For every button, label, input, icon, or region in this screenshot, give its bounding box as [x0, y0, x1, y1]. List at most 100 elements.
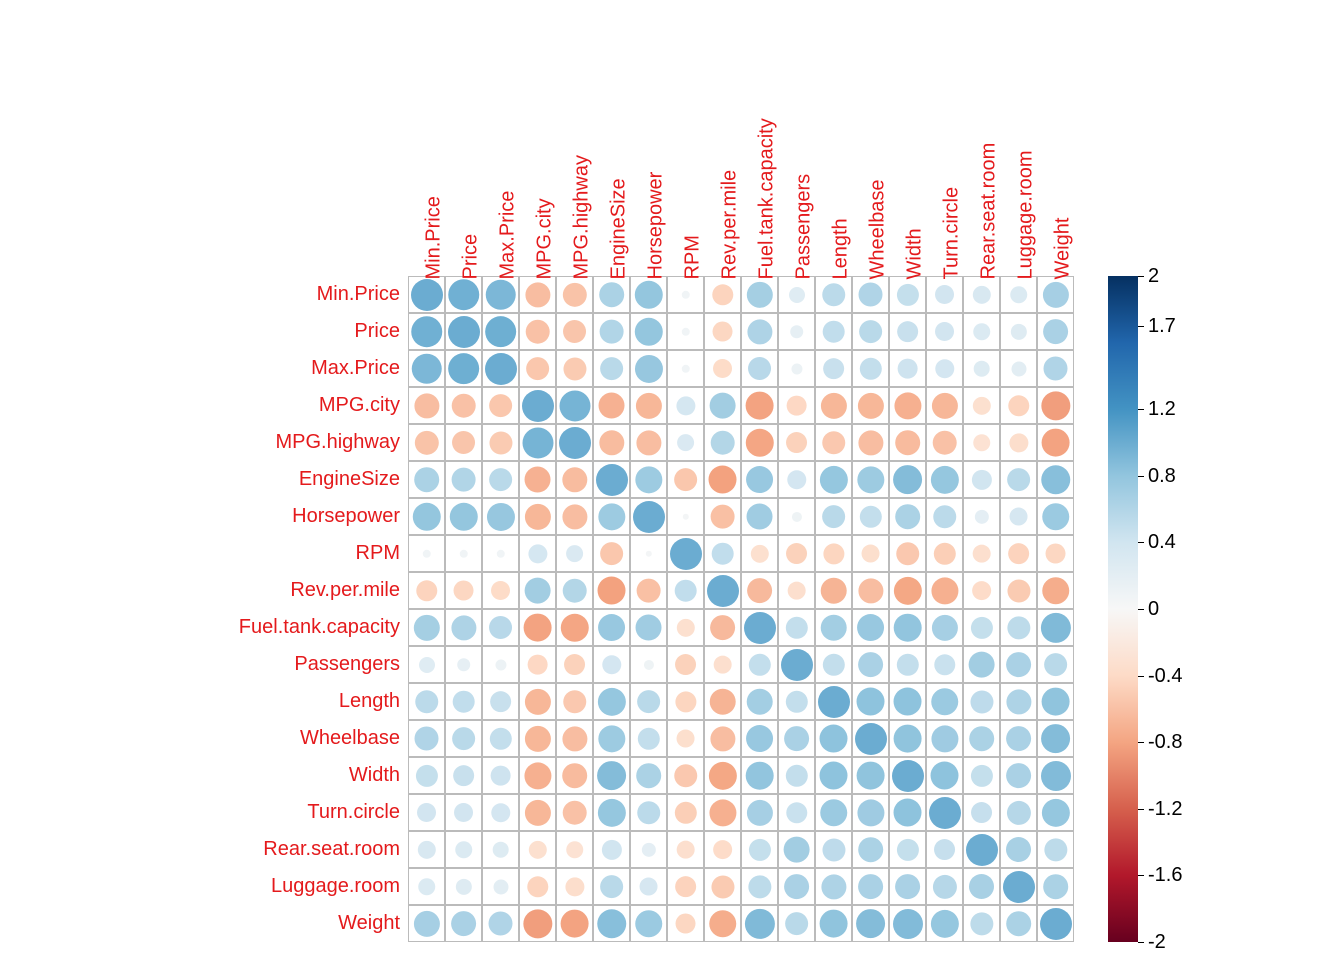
- correlation-dot: [1045, 543, 1066, 564]
- row-label: Turn.circle: [307, 801, 400, 824]
- correlation-dot: [525, 319, 550, 344]
- correlation-dot: [559, 390, 590, 421]
- correlation-dot: [820, 614, 847, 641]
- correlation-dot: [489, 468, 513, 492]
- legend-tick-label: -1.2: [1148, 798, 1182, 821]
- correlation-dot: [746, 503, 773, 530]
- correlation-dot: [562, 763, 588, 789]
- column-label: EngineSize: [607, 178, 630, 279]
- correlation-dot: [709, 910, 737, 938]
- correlation-dot: [452, 690, 475, 713]
- correlation-dot: [819, 724, 848, 753]
- legend-gradient-bar: [1108, 276, 1138, 942]
- correlation-dot: [935, 285, 955, 305]
- row-label: Horsepower: [292, 505, 400, 528]
- column-label: Min.Price: [422, 196, 445, 279]
- row-label: Fuel.tank.capacity: [239, 616, 400, 639]
- row-label: MPG.highway: [276, 431, 401, 454]
- column-label: Fuel.tank.capacity: [755, 118, 778, 279]
- row-label: Luggage.room: [271, 875, 400, 898]
- correlation-dot: [1043, 874, 1069, 900]
- correlation-dot: [745, 761, 774, 790]
- correlation-dot: [1008, 543, 1030, 565]
- correlation-dot: [786, 395, 807, 416]
- correlation-dot: [1041, 428, 1070, 457]
- correlation-dot: [857, 614, 885, 642]
- correlation-dot: [485, 316, 517, 348]
- correlation-dot: [895, 874, 921, 900]
- correlation-dot: [966, 834, 998, 866]
- correlation-dot: [598, 392, 625, 419]
- correlation-dot: [859, 320, 883, 344]
- correlation-dot: [893, 798, 922, 827]
- correlation-dot: [822, 838, 845, 861]
- correlation-dot: [820, 577, 847, 604]
- correlation-dot: [600, 875, 624, 899]
- correlation-dot: [1006, 652, 1032, 678]
- correlation-dot: [744, 612, 776, 644]
- correlation-dot: [455, 841, 473, 859]
- row-label: Length: [339, 690, 400, 713]
- correlation-dot: [746, 725, 774, 753]
- column-label: Wheelbase: [866, 179, 889, 279]
- correlation-dot: [973, 360, 990, 377]
- column-label: RPM: [681, 235, 704, 279]
- correlation-dot: [856, 761, 885, 790]
- correlation-dot: [1007, 579, 1030, 602]
- column-label: Rev.per.mile: [718, 170, 741, 280]
- correlation-dot: [818, 686, 850, 718]
- correlation-dot: [452, 431, 476, 455]
- correlation-dot: [411, 279, 443, 311]
- correlation-dot: [931, 688, 959, 716]
- correlation-dot: [676, 840, 695, 859]
- correlation-dot: [789, 287, 805, 303]
- column-label: Passengers: [792, 174, 815, 280]
- legend-tick-label: -2: [1148, 931, 1166, 954]
- correlation-dot: [559, 427, 591, 459]
- correlation-dot: [448, 279, 480, 311]
- column-label: Horsepower: [644, 172, 667, 280]
- correlation-dot: [856, 909, 886, 939]
- correlation-dot: [781, 649, 813, 681]
- correlation-dot: [1011, 361, 1026, 376]
- correlation-dot: [563, 357, 586, 380]
- correlation-dot: [599, 319, 624, 344]
- correlation-dot: [968, 651, 995, 678]
- correlation-dot: [415, 690, 439, 714]
- legend-tick-label: -0.8: [1148, 731, 1182, 754]
- correlation-dot: [1006, 837, 1032, 863]
- correlation-dot: [492, 841, 509, 858]
- correlation-dot: [453, 580, 474, 601]
- legend-tick-label: 2: [1148, 265, 1159, 288]
- correlation-dot: [562, 800, 587, 825]
- column-label: Rear.seat.room: [977, 143, 1000, 280]
- correlation-dot: [893, 724, 922, 753]
- correlation-dot: [596, 464, 628, 496]
- correlation-dot: [491, 581, 511, 601]
- row-label: Min.Price: [317, 283, 400, 306]
- correlation-dot: [524, 466, 551, 493]
- correlation-dot: [892, 760, 924, 792]
- correlation-dot: [485, 279, 516, 310]
- correlation-dot: [489, 431, 512, 454]
- correlation-dot: [597, 761, 627, 791]
- correlation-dot: [783, 836, 810, 863]
- correlation-dot: [892, 908, 922, 938]
- correlation-dot: [418, 878, 436, 896]
- correlation-dot: [935, 322, 955, 342]
- correlation-dot: [893, 687, 922, 716]
- legend-tick-label: 1.2: [1148, 398, 1176, 421]
- legend-tick-label: -0.4: [1148, 665, 1182, 688]
- correlation-dot: [820, 799, 848, 827]
- correlation-dot: [675, 913, 696, 934]
- correlation-dot: [710, 504, 735, 529]
- column-label: Luggage.room: [1014, 151, 1037, 280]
- row-label: EngineSize: [299, 468, 400, 491]
- correlation-dot: [784, 874, 810, 900]
- correlation-dot: [566, 545, 584, 563]
- correlation-dot: [600, 357, 624, 381]
- legend-tick-mark: [1138, 409, 1144, 410]
- correlation-dot: [786, 543, 808, 565]
- correlation-dot: [709, 392, 736, 419]
- correlation-dot: [527, 654, 548, 675]
